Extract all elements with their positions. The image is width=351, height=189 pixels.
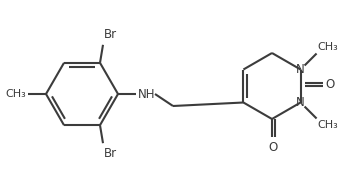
Text: Br: Br — [104, 147, 117, 160]
Text: CH₃: CH₃ — [318, 42, 338, 51]
Text: CH₃: CH₃ — [318, 121, 338, 130]
Text: Br: Br — [104, 28, 117, 41]
Text: O: O — [325, 78, 334, 91]
Text: NH: NH — [138, 88, 155, 101]
Text: N: N — [296, 63, 305, 76]
Text: O: O — [269, 141, 278, 154]
Text: CH₃: CH₃ — [5, 89, 26, 99]
Text: N: N — [296, 96, 305, 109]
